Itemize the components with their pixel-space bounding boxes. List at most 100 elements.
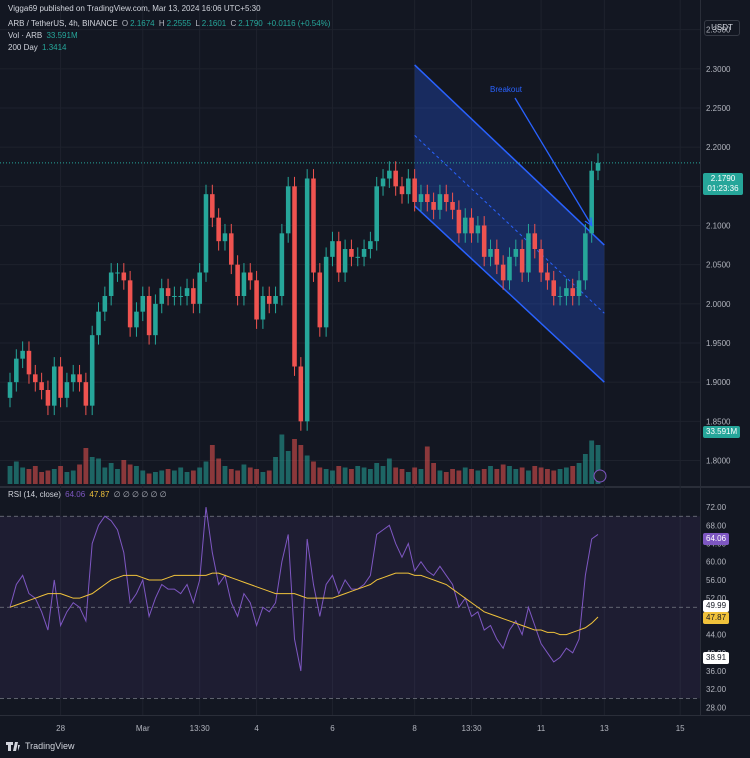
- low-label: L: [195, 19, 200, 28]
- candle-body: [7, 382, 13, 398]
- candle-body: [210, 194, 215, 218]
- open-value: 2.1674: [130, 19, 155, 28]
- candle-body: [545, 272, 550, 281]
- candle-body: [216, 217, 221, 242]
- volume-bar: [386, 458, 392, 484]
- volume-bar: [405, 472, 411, 484]
- candle-body: [462, 217, 468, 234]
- time-tick-label: 6: [330, 724, 335, 733]
- breakout-annotation: Breakout: [490, 85, 523, 94]
- volume-bar: [292, 439, 297, 484]
- volume-bar: [323, 469, 329, 484]
- price-tick-label: 2.2500: [706, 104, 731, 113]
- volume-bar: [519, 467, 525, 484]
- tradingview-logo[interactable]: TradingView: [6, 741, 75, 751]
- time-tick-label: Mar: [136, 724, 150, 733]
- volume-bar: [367, 469, 373, 484]
- candle-body: [576, 280, 582, 296]
- volume-bar: [153, 472, 158, 484]
- candle-body: [108, 272, 114, 296]
- candle-body: [203, 194, 209, 273]
- symbol-label[interactable]: ARB / TetherUS, 4h, BINANCE: [8, 19, 118, 28]
- candle-body: [507, 256, 512, 281]
- candle-body: [184, 288, 190, 296]
- candle-body: [45, 390, 51, 406]
- time-tick-label: 15: [676, 724, 685, 733]
- volume-bar: [285, 451, 291, 484]
- candle-body: [551, 280, 557, 296]
- rsi-ma-line: [9, 572, 599, 636]
- ma-label[interactable]: 200 Day: [8, 43, 38, 52]
- volume-bar: [595, 445, 601, 484]
- change-value: +0.0116 (+0.54%): [266, 19, 331, 28]
- volume-bar: [70, 470, 76, 484]
- pane-separator: [0, 486, 750, 488]
- volume-bar: [83, 448, 89, 484]
- candle-body: [583, 233, 588, 281]
- candle-body: [494, 249, 500, 265]
- candle-body: [589, 170, 594, 234]
- candle-body: [77, 374, 82, 383]
- candle-body: [89, 335, 95, 406]
- volume-bar: [235, 470, 241, 484]
- price-tick-label: 2.2000: [706, 143, 731, 152]
- candle-body: [14, 358, 19, 383]
- volume-bar: [96, 458, 101, 484]
- volume-bar: [462, 467, 468, 484]
- volume-bar: [450, 469, 455, 484]
- ma-value: 1.3414: [42, 43, 67, 52]
- candle-body: [247, 272, 253, 281]
- volume-bar: [39, 472, 45, 484]
- volume-bar: [203, 461, 209, 484]
- volume-bar: [26, 469, 32, 484]
- volume-bar: [121, 460, 127, 484]
- time-tick-label: 28: [56, 724, 65, 733]
- candle-body: [39, 382, 44, 390]
- candle-body: [266, 296, 272, 304]
- volume-bar: [443, 472, 449, 484]
- candle-body: [519, 249, 525, 273]
- volume-bar: [266, 470, 272, 484]
- volume-bar: [311, 461, 316, 484]
- volume-legend: Vol · ARB 33.591M: [8, 31, 80, 41]
- rsi-upper-tag: 49.99: [703, 600, 730, 612]
- rsi-tick-label: 68.00: [706, 521, 727, 530]
- rsi-lower-tag: 38.91: [703, 652, 730, 664]
- candle-body: [374, 186, 379, 242]
- candle-body: [564, 288, 569, 296]
- current-price-tag: 2.1790 01:23:36: [703, 173, 743, 195]
- candle-body: [159, 288, 165, 304]
- price-tick-label: 1.9500: [706, 339, 731, 348]
- candle-body: [20, 350, 25, 359]
- candle-body: [538, 249, 544, 273]
- price-tick-label: 2.3000: [706, 65, 731, 74]
- price-axis-border: [700, 0, 701, 715]
- volume-bar: [456, 470, 462, 484]
- low-value: 2.1601: [201, 19, 227, 28]
- time-tick-label: 4: [254, 724, 259, 733]
- volume-bar: [241, 464, 247, 484]
- volume-bar: [159, 470, 165, 484]
- currency-button[interactable]: USDT: [704, 20, 740, 36]
- candle-body: [532, 233, 538, 249]
- price-tick-label: 1.9000: [706, 378, 731, 387]
- brand-label: TradingView: [25, 741, 75, 751]
- time-tick-label: 13: [600, 724, 609, 733]
- rsi-empty-values: ∅ ∅ ∅ ∅ ∅ ∅: [113, 490, 167, 499]
- volume-bar: [304, 455, 310, 484]
- volume-bar: [507, 466, 512, 484]
- volume-bar: [545, 469, 550, 484]
- volume-label[interactable]: Vol · ARB: [8, 31, 43, 40]
- candle-body: [241, 272, 247, 296]
- candle-body: [153, 303, 158, 336]
- volume-bar: [475, 470, 481, 484]
- candle-body: [336, 241, 342, 273]
- candle-body: [456, 209, 462, 234]
- candle-body: [254, 280, 259, 320]
- candle-body: [361, 249, 367, 257]
- candle-body: [526, 233, 531, 273]
- candle-body: [355, 256, 361, 258]
- volume-bar: [424, 446, 430, 484]
- rsi-label[interactable]: RSI (14, close): [8, 490, 61, 499]
